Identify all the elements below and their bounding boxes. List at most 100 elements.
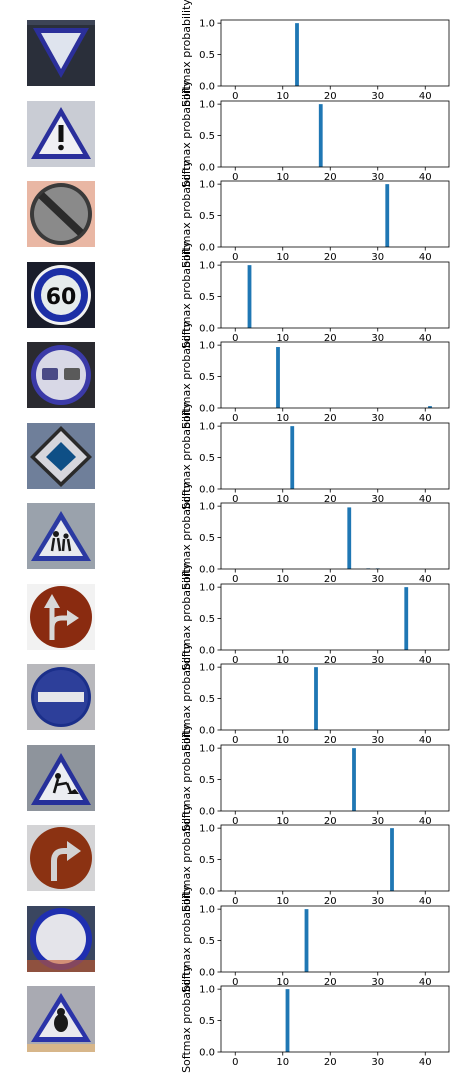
probability-bar xyxy=(285,989,290,1052)
y-tick-label: 0.0 xyxy=(199,726,215,737)
probability-bar xyxy=(385,184,390,247)
sign-symbol xyxy=(31,667,91,727)
y-axis-title: Softmax probability xyxy=(180,643,193,751)
x-tick-label: 20 xyxy=(324,494,337,505)
y-tick-label: 0.0 xyxy=(199,645,215,656)
x-tick-label: 40 xyxy=(419,333,432,344)
y-tick-label: 0.5 xyxy=(199,292,215,303)
x-tick-label: 30 xyxy=(371,735,384,746)
sign-thumbnail xyxy=(27,986,95,1052)
x-tick-label: 0 xyxy=(232,816,238,827)
sign-symbol xyxy=(27,993,95,1052)
x-tick-label: 20 xyxy=(324,333,337,344)
probability-bar xyxy=(318,103,323,167)
plot-frame xyxy=(220,502,450,570)
y-axis-title: Softmax probability xyxy=(180,321,193,429)
softmax-chart: 0.0 0.5 1.0 0 10 20 30 40 Softmax probability xyxy=(160,643,459,751)
y-axis-title: Softmax probability xyxy=(180,401,193,509)
x-tick-label: 40 xyxy=(419,896,432,907)
y-axis-title: Softmax probability xyxy=(180,79,193,187)
x-tick-label: 20 xyxy=(324,735,337,746)
y-tick-label: 1.0 xyxy=(199,663,215,674)
sign-symbol xyxy=(31,345,91,405)
x-tick-label: 40 xyxy=(419,413,432,424)
y-tick-label: 0.0 xyxy=(199,565,215,576)
softmax-chart: 0.0 0.5 1.0 0 10 20 30 40 Softmax probability xyxy=(160,723,459,831)
probability-bar xyxy=(304,908,309,972)
x-tick-label: 10 xyxy=(276,977,289,988)
y-tick-label: 1.0 xyxy=(199,19,215,30)
x-tick-label: 20 xyxy=(324,91,337,102)
x-tick-label: 40 xyxy=(419,735,432,746)
x-tick-label: 10 xyxy=(276,896,289,907)
x-tick-label: 40 xyxy=(419,816,432,827)
softmax-chart: 0.0 0.5 1.0 0 10 20 30 40 Softmax probability xyxy=(160,160,459,268)
plot-frame xyxy=(220,261,450,328)
x-tick-label: 20 xyxy=(324,896,337,907)
sign-thumbnail xyxy=(27,100,95,167)
sign-thumbnail xyxy=(27,342,95,408)
x-tick-label: 30 xyxy=(371,977,384,988)
x-tick-label: 30 xyxy=(371,333,384,344)
plot-frame xyxy=(220,422,450,489)
y-tick-label: 0.5 xyxy=(199,855,215,866)
softmax-chart: 0.0 0.5 1.0 0 10 20 30 40 Softmax probability xyxy=(160,401,459,509)
x-tick-label: 30 xyxy=(371,252,384,263)
x-tick-label: 0 xyxy=(232,333,238,344)
softmax-chart: 0.0 0.5 1.0 0 10 20 30 40 Softmax probability xyxy=(160,482,459,590)
x-tick-label: 30 xyxy=(371,655,384,666)
probability-bar xyxy=(404,586,409,650)
x-tick-label: 20 xyxy=(324,574,337,585)
x-tick-label: 30 xyxy=(371,413,384,424)
sign-symbol xyxy=(27,20,95,78)
y-axis-title: Softmax probability xyxy=(180,240,193,348)
x-tick-label: 10 xyxy=(276,413,289,424)
x-tick-label: 20 xyxy=(324,413,337,424)
sign-symbol xyxy=(30,183,92,245)
sign-thumbnail xyxy=(27,905,95,972)
x-tick-label: 10 xyxy=(276,333,289,344)
x-tick-label: 0 xyxy=(232,977,238,988)
x-tick-label: 10 xyxy=(276,494,289,505)
y-axis-title: Softmax probability xyxy=(180,562,193,670)
x-tick-label: 0 xyxy=(232,252,238,263)
y-tick-label: 0.0 xyxy=(199,162,215,173)
probability-bar xyxy=(295,23,299,86)
plot-frame xyxy=(220,905,450,972)
y-tick-label: 0.0 xyxy=(199,887,215,898)
sign-thumbnail: 60 xyxy=(27,261,95,328)
y-axis-title: Softmax probability xyxy=(180,884,193,992)
y-tick-label: 1.0 xyxy=(199,421,215,432)
y-axis-title: Softmax probability xyxy=(180,0,193,107)
probability-bar xyxy=(276,347,280,408)
softmax-chart: 0.0 0.5 1.0 0 10 20 30 40 Softmax probability xyxy=(160,321,459,429)
plot-frame xyxy=(220,180,450,248)
x-tick-label: 20 xyxy=(324,977,337,988)
y-tick-label: 1.0 xyxy=(199,743,215,754)
sign-thumbnail xyxy=(27,422,95,489)
y-axis-title: Softmax probability xyxy=(180,160,193,268)
x-tick-label: 0 xyxy=(232,413,238,424)
sign-symbol xyxy=(30,425,92,487)
x-tick-label: 30 xyxy=(371,494,384,505)
softmax-chart: 0.0 0.5 1.0 0 10 20 30 40 Softmax probability xyxy=(160,79,459,187)
plot-frame xyxy=(220,19,450,87)
x-tick-label: 0 xyxy=(232,172,238,183)
x-tick-label: 10 xyxy=(276,91,289,102)
x-tick-label: 30 xyxy=(371,172,384,183)
y-tick-label: 0.5 xyxy=(199,50,215,61)
y-tick-label: 0.0 xyxy=(199,1048,215,1059)
y-tick-label: 0.0 xyxy=(199,243,215,254)
sign-thumbnail xyxy=(27,503,95,569)
sign-symbol: 60 xyxy=(31,264,91,325)
sign-thumbnail xyxy=(27,664,95,730)
sign-symbol xyxy=(31,511,91,561)
y-tick-label: 1.0 xyxy=(199,180,215,191)
y-tick-label: 0.0 xyxy=(199,806,215,817)
x-tick-label: 30 xyxy=(371,896,384,907)
y-tick-label: 0.0 xyxy=(199,967,215,978)
sign-symbol xyxy=(31,752,91,805)
y-tick-label: 1.0 xyxy=(199,582,215,593)
x-tick-label: 0 xyxy=(232,655,238,666)
y-axis-title: Softmax probability xyxy=(180,965,193,1073)
